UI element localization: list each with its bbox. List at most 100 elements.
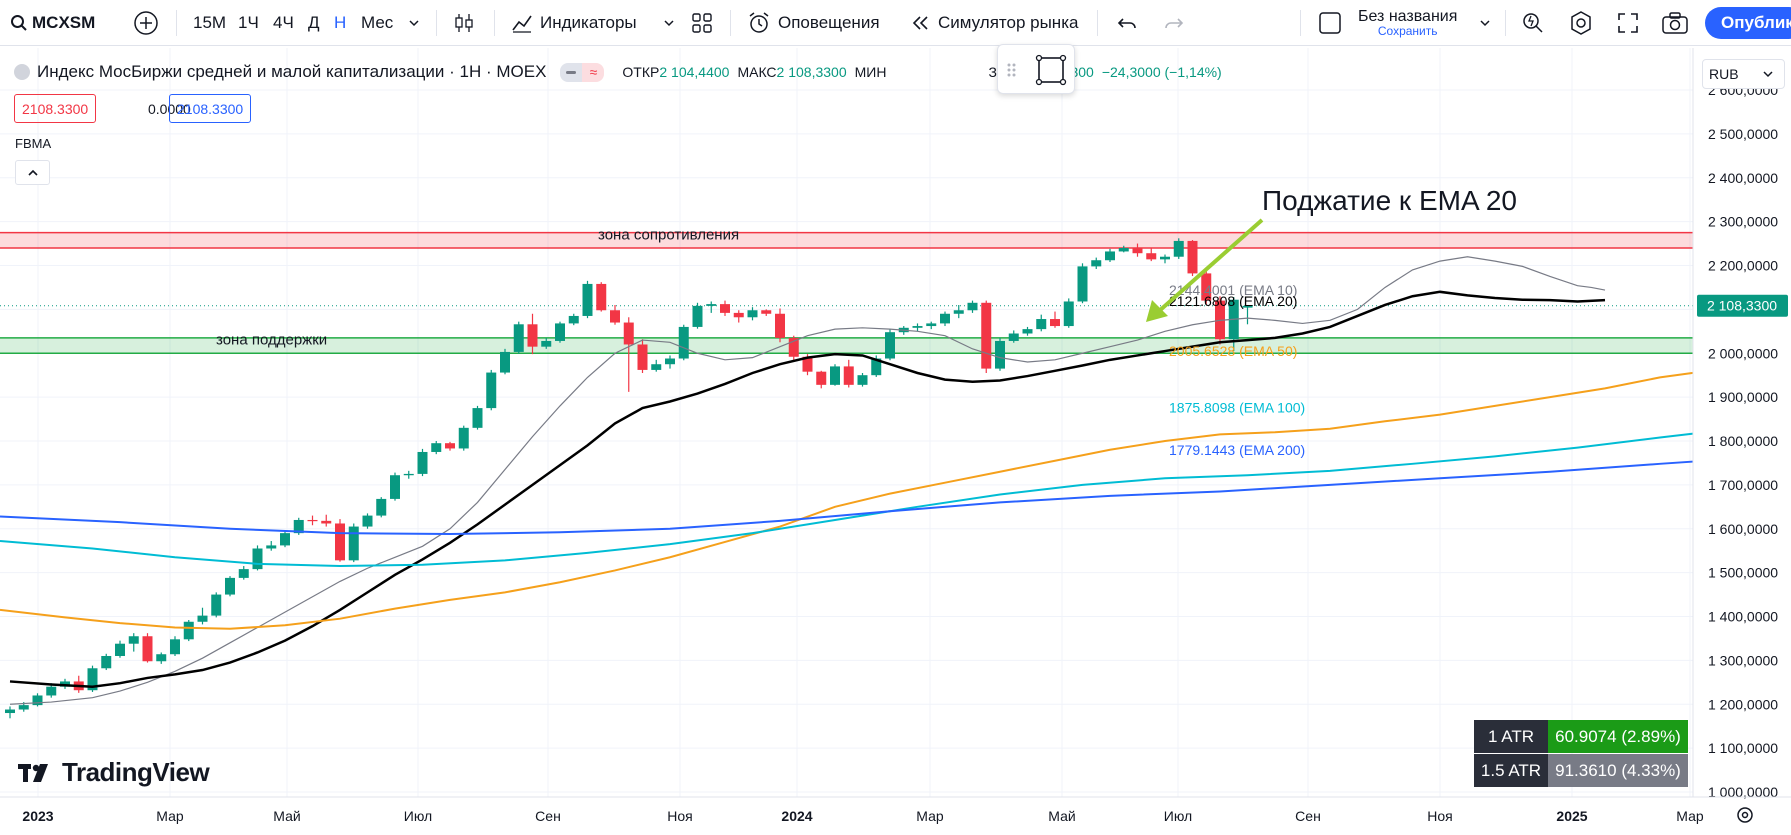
chart-type-button[interactable] [452,0,476,46]
atr-value: 60.9074 (2.89%) [1548,720,1688,753]
candle-body [362,515,373,527]
atr-row: 1.5 ATR 91.3610 (4.33%) [1474,754,1688,787]
candle-body [1091,260,1102,267]
drag-handle-icon[interactable] [998,45,1076,95]
chart-overlay: Поджатие к EMA 20 [1146,185,1517,322]
square-icon [1319,12,1341,34]
candle-body [46,686,57,696]
eye-icon [560,62,583,82]
settings-button[interactable] [1568,0,1594,46]
candle-body [747,310,758,318]
candle-body [953,310,964,314]
atr-row: 1 ATR 60.9074 (2.89%) [1474,720,1688,753]
rectangle-tool-icon[interactable] [1035,54,1067,86]
gear-icon [1737,807,1753,823]
candle-body [1132,247,1143,254]
candle-body [18,705,29,710]
candle-body [788,337,799,357]
alerts-button[interactable]: Оповещения [746,0,880,46]
fullscreen-button[interactable] [1616,0,1640,46]
redo-button[interactable] [1162,0,1186,46]
ema-value-label: 1779.1443 (EMA 200) [1169,442,1305,458]
symbol-search[interactable]: MCXSM [10,0,95,46]
interval-4h[interactable]: 4Ч [273,13,294,32]
candle-body [225,577,235,595]
visibility-toggle[interactable]: ≈ [560,62,605,82]
candle-body [321,520,332,524]
market-status-icon [14,64,30,80]
candle-body [142,636,153,662]
tradingview-brand: TradingView [62,757,210,787]
drawing-floating-toolbar[interactable] [997,44,1075,94]
time-tick-label: Июл [1164,808,1192,824]
time-tick-label: Сен [535,808,561,824]
replay-button[interactable]: Симулятор рынка [908,0,1078,46]
layout-dropdown[interactable] [1478,0,1492,46]
layout-name-button[interactable]: Без названия Сохранить [1358,0,1457,46]
flash-search-icon [1523,13,1543,33]
sell-price-button[interactable]: 2108.3300 [14,94,97,123]
ohlc-open: ОТКР2 104,4400 [622,64,730,80]
compare-button[interactable] [133,0,159,46]
candle-body [596,283,607,311]
atr-label: 1.5 ATR [1474,754,1548,787]
symbol-title[interactable]: Индекс МосБиржи средней и малой капитали… [37,62,547,81]
candle-body [926,323,937,327]
currency-select[interactable]: RUB [1702,59,1785,89]
candle-body [1022,329,1033,334]
interval-1h[interactable]: 1Ч [238,13,259,32]
price-tick-label: 1 300,0000 [1708,652,1778,668]
candle-body [843,366,854,385]
candle-body [1160,256,1170,260]
candle-body [678,326,689,359]
axis-settings-icon[interactable] [1737,807,1753,823]
ema-value-label: 2121.6808 (EMA 20) [1169,293,1297,309]
price-axis-background [1693,48,1791,835]
price-axis[interactable]: 1 000,0000 1 100,0000 1 200,0000 1 300,0000… [1692,48,1791,835]
indicators-button[interactable]: Индикаторы [510,0,637,46]
price-chart[interactable]: зона сопротивления зона поддержки 2144.40… [0,48,1791,835]
interval-week[interactable]: Н [334,13,347,32]
chevron-up-icon [27,169,38,176]
plus-circle-icon [134,11,158,35]
annotation-arrow-shaft [1156,218,1264,314]
candle-body [816,371,827,385]
alarm-clock-icon [749,12,769,33]
candle-body [1036,319,1047,330]
candle-body [912,326,923,328]
collapse-legend-button[interactable] [15,160,50,185]
buy-price-button[interactable]: 2108.3300 [169,94,252,123]
candle-body [1077,266,1088,302]
candle-body [445,443,455,449]
undo-button[interactable] [1115,0,1139,46]
layouts-button[interactable] [690,0,714,46]
price-tick-label: 1 900,0000 [1708,389,1778,405]
candle-body [775,313,785,338]
quick-search-button[interactable] [1520,0,1546,46]
price-tick-label: 2 300,0000 [1708,214,1778,230]
candle-body [871,358,882,376]
publish-button[interactable]: Опублико [1705,7,1791,39]
indicators-dropdown[interactable] [662,0,676,46]
ohlc-high: МАКС2 108,3300 [737,64,847,80]
redo-icon [1165,18,1184,29]
support-label: зона поддержки [216,332,327,349]
layout-checkbox[interactable] [1318,0,1342,46]
interval-15m[interactable]: 15М [193,13,227,32]
candle-body [403,473,414,476]
snapshot-button[interactable] [1661,0,1689,46]
atr-value: 91.3610 (4.33%) [1548,754,1688,787]
interval-day[interactable]: Д [308,13,320,32]
alerts-label: Оповещения [778,13,880,32]
time-axis[interactable]: 2023 Мар Май Июл Сен Ноя 2024 Мар Май Июл Сен Ноя 20… [0,796,1791,824]
interval-month[interactable]: Мес [361,13,394,32]
candle-body [857,375,868,385]
interval-dropdown[interactable] [407,0,421,46]
indicator-label[interactable]: FBMA [15,136,52,151]
candle-body [651,364,662,370]
tradingview-logo[interactable]: TradingView [18,757,210,788]
candle-body [87,668,98,691]
gear-icon-center [1741,811,1749,819]
chart-grid [0,48,1693,797]
candle-body [555,323,565,341]
